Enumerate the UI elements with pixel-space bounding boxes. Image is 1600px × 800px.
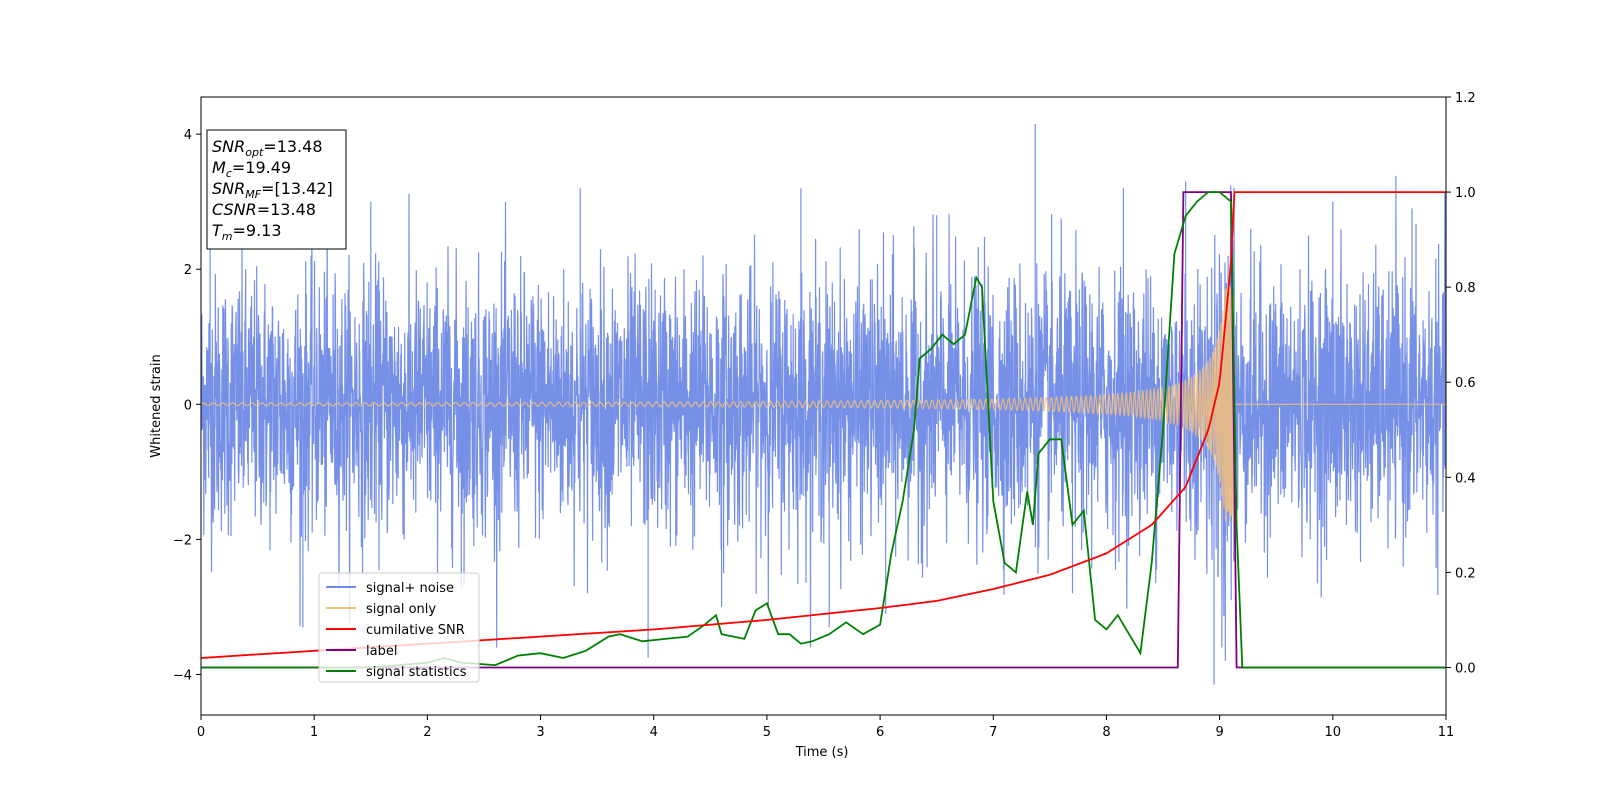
x-tick-label: 4 — [650, 725, 658, 740]
y-left-tick-label: 0 — [184, 398, 192, 413]
y-right-tick-label: 0.2 — [1455, 566, 1476, 581]
y-right-tick-label: 0.0 — [1455, 661, 1476, 676]
legend-frame — [318, 572, 480, 683]
x-tick-label: 8 — [1102, 725, 1110, 740]
x-tick-label: 1 — [310, 725, 318, 740]
annotation-line: Mc=19.49 — [212, 158, 291, 180]
annotation-line: SNRMF=[13.42] — [212, 179, 333, 201]
metrics-annotation: SNRopt=13.48Mc=19.49SNRMF=[13.42]CSNR=13… — [206, 129, 347, 250]
x-tick-label: 9 — [1215, 725, 1223, 740]
x-tick-label: 3 — [536, 725, 544, 740]
series-signal-only — [201, 286, 1446, 523]
legend-label: cumilative SNR — [366, 623, 465, 638]
annotation-line: SNRopt=13.48 — [212, 137, 323, 159]
x-axis-label: Time (s) — [795, 745, 849, 760]
x-tick-label: 10 — [1325, 725, 1342, 740]
legend-label: signal+ noise — [366, 581, 454, 596]
y-left-tick-label: 2 — [184, 263, 192, 278]
y-left-tick-label: −4 — [173, 668, 192, 683]
y-axis-label: Whitened strain — [149, 354, 164, 457]
annotation-line: Tm=9.13 — [212, 221, 282, 243]
series-signal-noise — [201, 124, 1446, 685]
y-left-tick-label: −2 — [173, 533, 192, 548]
x-tick-label: 6 — [876, 725, 884, 740]
y-right-tick-label: 1.2 — [1455, 91, 1476, 106]
y-left-tick-label: 4 — [184, 128, 192, 143]
y-right-tick-label: 0.8 — [1455, 281, 1476, 296]
plot-frame — [200, 96, 1447, 716]
left-y-axis-ticks: −4 −2 0 2 4 — [173, 128, 201, 683]
y-right-tick-label: 0.4 — [1455, 471, 1476, 486]
legend: signal+ noise signal only cumilative SNR la… — [318, 572, 480, 683]
annotation-frame — [206, 129, 347, 250]
legend-label: label — [366, 644, 397, 659]
legend-label: signal statistics — [366, 665, 467, 680]
x-axis-ticks: 0 1 2 3 4 5 6 7 8 9 10 11 — [197, 715, 1454, 740]
x-tick-label: 0 — [197, 725, 205, 740]
legend-label: signal only — [366, 602, 436, 617]
y-right-tick-label: 1.0 — [1455, 186, 1476, 201]
x-tick-label: 5 — [763, 725, 771, 740]
x-tick-label: 7 — [989, 725, 997, 740]
annotation-line: CSNR=13.48 — [212, 200, 316, 219]
x-tick-label: 11 — [1438, 725, 1455, 740]
x-tick-label: 2 — [423, 725, 431, 740]
y-right-tick-label: 0.6 — [1455, 376, 1476, 391]
series-signal-statistics — [201, 191, 1446, 669]
right-y-axis-ticks: 0.0 0.2 0.4 0.6 0.8 1.0 1.2 — [1446, 91, 1476, 676]
